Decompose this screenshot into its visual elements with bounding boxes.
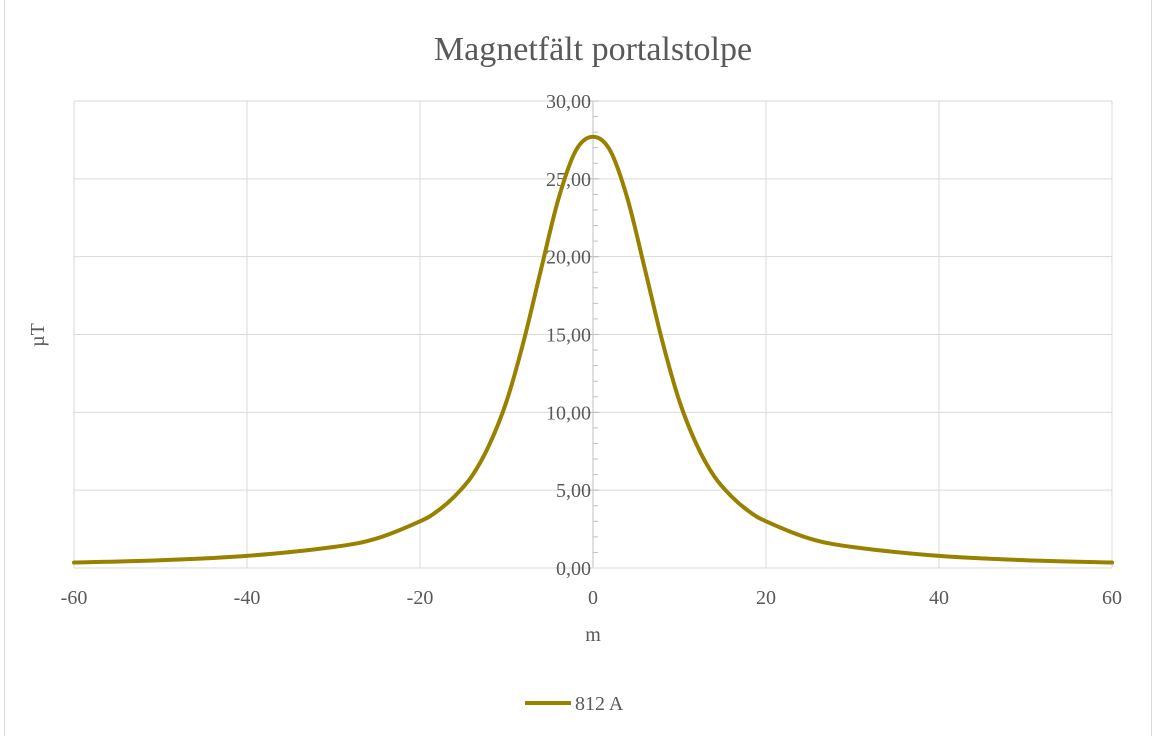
y-tick-label: 15,00 — [546, 325, 591, 347]
series-line — [72, 134, 1114, 565]
x-axis-title: m — [585, 624, 601, 646]
x-tick-label: -60 — [61, 587, 88, 609]
chart-title: Magnetfält portalstolpe — [434, 31, 752, 68]
x-tick-label: 20 — [756, 587, 776, 609]
legend-label: 812 A — [575, 693, 624, 715]
y-axis-title: µT — [27, 323, 49, 347]
y-tick-label: 20,00 — [546, 247, 591, 269]
legend: 812 A — [525, 693, 624, 715]
x-tick-label: 40 — [929, 587, 949, 609]
x-tick-label: 60 — [1102, 587, 1122, 609]
y-tick-label: 25,00 — [546, 169, 591, 191]
y-tick-label: 0,00 — [556, 558, 591, 580]
x-tick-label: 0 — [588, 587, 598, 609]
series-group — [72, 134, 1114, 565]
x-tick-label: -40 — [234, 587, 261, 609]
y-tick-labels: 0,00 5,00 10,00 15,00 20,00 25,00 30,00 — [546, 91, 591, 580]
x-tick-labels: -60 -40 -20 0 20 40 60 — [61, 587, 1122, 609]
y-axis — [74, 100, 1112, 569]
y-tick-label: 30,00 — [546, 91, 591, 113]
y-tick-label: 5,00 — [556, 480, 591, 502]
x-tick-label: -20 — [407, 587, 434, 609]
y-tick-label: 10,00 — [546, 402, 591, 424]
